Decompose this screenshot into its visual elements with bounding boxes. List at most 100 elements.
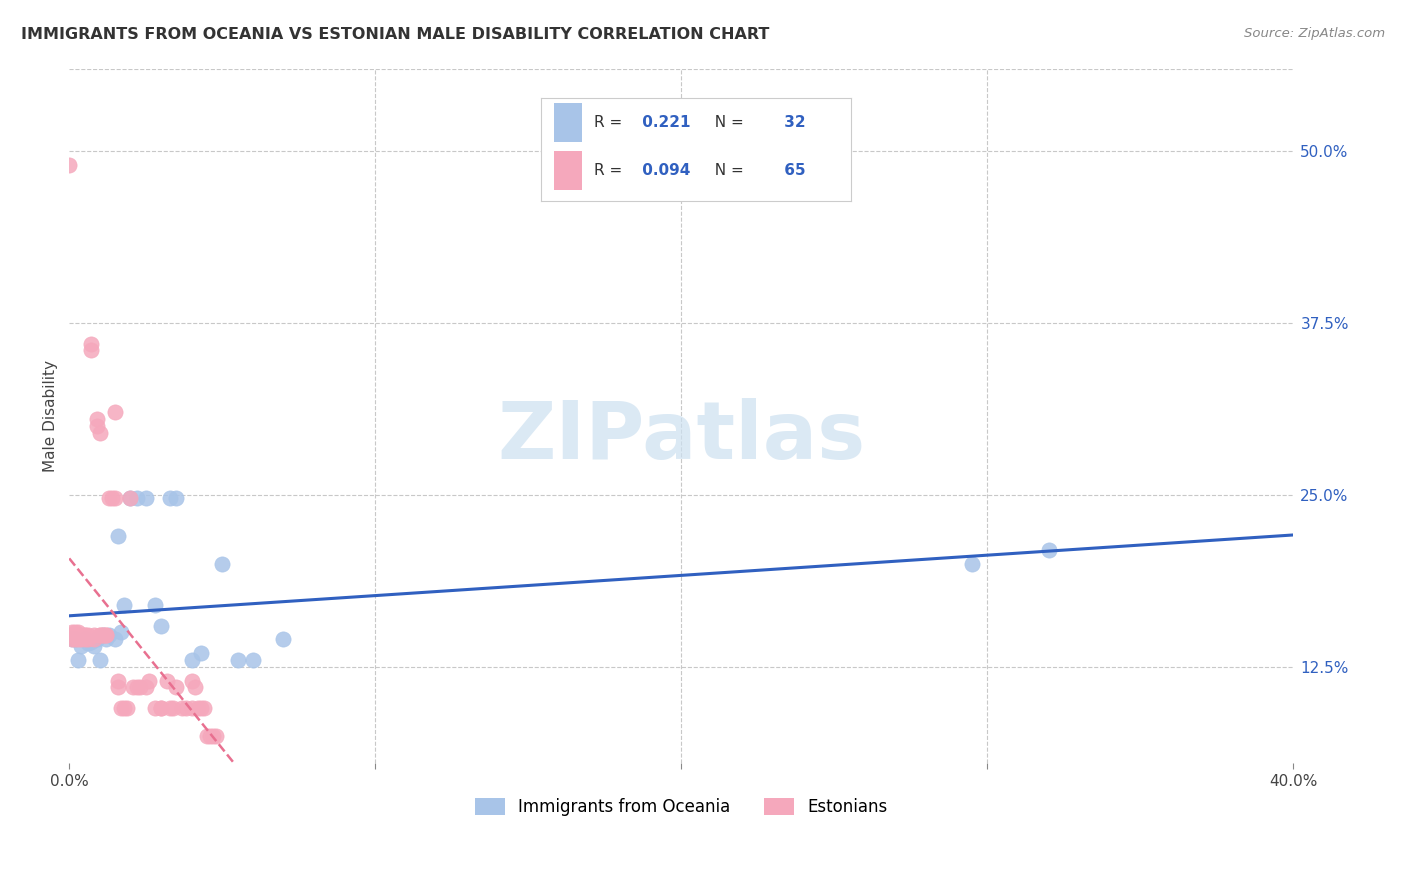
Text: 0.221: 0.221 (637, 115, 690, 130)
Point (138, 673, 160, 688)
Point (67, 653, 90, 667)
Point (193, 701, 215, 715)
Point (79, 343, 101, 358)
Point (67, 625, 90, 640)
Point (89, 425, 111, 440)
Point (107, 681, 129, 695)
Point (65, 632, 87, 647)
Point (242, 653, 264, 667)
Point (73, 632, 96, 647)
Point (172, 701, 194, 715)
Text: 0.094: 0.094 (637, 163, 690, 178)
Text: 65: 65 (779, 163, 806, 178)
Point (76, 628, 98, 642)
Point (205, 729, 228, 743)
Point (211, 557, 233, 571)
Point (150, 618, 173, 632)
Point (165, 681, 187, 695)
Point (120, 491, 142, 505)
Point (86, 632, 108, 647)
Text: IMMIGRANTS FROM OCEANIA VS ESTONIAN MALE DISABILITY CORRELATION CHART: IMMIGRANTS FROM OCEANIA VS ESTONIAN MALE… (21, 27, 769, 42)
Point (202, 729, 225, 743)
Point (94, 628, 117, 642)
Point (83, 632, 105, 647)
Point (73, 628, 96, 642)
Point (60, 632, 83, 647)
Point (190, 701, 212, 715)
Point (150, 701, 173, 715)
Point (159, 701, 181, 715)
Point (104, 632, 127, 647)
Point (89, 628, 111, 642)
Point (198, 729, 221, 743)
Point (65, 632, 87, 647)
Text: N =: N = (706, 115, 744, 130)
Point (91, 628, 114, 642)
Point (180, 701, 202, 715)
Point (122, 681, 145, 695)
Point (174, 701, 197, 715)
Point (58, 158, 80, 172)
Point (89, 628, 111, 642)
Point (195, 729, 218, 743)
Point (273, 632, 295, 647)
Point (159, 491, 181, 505)
Point (76, 636, 98, 650)
Text: R =: R = (593, 163, 621, 178)
Point (165, 491, 187, 505)
Text: ZIPatlas: ZIPatlas (498, 398, 866, 475)
Point (60, 632, 83, 647)
Point (70, 632, 93, 647)
Point (60, 628, 83, 642)
Point (73, 632, 96, 647)
Point (83, 639, 105, 653)
Point (112, 701, 135, 715)
Point (110, 701, 132, 715)
Point (180, 673, 202, 688)
Point (98, 491, 121, 505)
Point (117, 701, 139, 715)
Point (112, 598, 135, 612)
Point (150, 701, 173, 715)
Y-axis label: Male Disability: Male Disability (44, 359, 58, 472)
Point (180, 653, 202, 667)
Text: 32: 32 (779, 115, 806, 130)
Point (125, 491, 148, 505)
Point (76, 632, 98, 647)
Point (65, 628, 87, 642)
Point (79, 635, 101, 649)
Point (83, 628, 105, 642)
Point (104, 491, 127, 505)
Point (187, 701, 209, 715)
Point (960, 557, 983, 571)
Bar (554, 152, 582, 190)
Point (135, 681, 157, 695)
Point (60, 625, 83, 640)
Point (143, 701, 166, 715)
Point (70, 628, 93, 642)
Point (135, 491, 157, 505)
Point (143, 598, 166, 612)
Point (86, 412, 108, 426)
Point (107, 529, 129, 543)
Point (65, 625, 87, 640)
Point (162, 701, 184, 715)
Point (91, 628, 114, 642)
Point (89, 653, 111, 667)
Point (94, 628, 117, 642)
Point (98, 628, 121, 642)
Point (101, 491, 124, 505)
Point (94, 632, 117, 647)
Point (226, 653, 249, 667)
Point (1038, 543, 1060, 558)
Point (107, 673, 129, 688)
Text: Source: ZipAtlas.com: Source: ZipAtlas.com (1244, 27, 1385, 40)
Point (190, 646, 212, 660)
Text: R =: R = (593, 115, 621, 130)
Point (110, 625, 132, 640)
Bar (554, 103, 582, 142)
Point (104, 405, 127, 419)
Legend: Immigrants from Oceania, Estonians: Immigrants from Oceania, Estonians (467, 789, 896, 824)
Point (67, 628, 90, 642)
Point (91, 628, 114, 642)
